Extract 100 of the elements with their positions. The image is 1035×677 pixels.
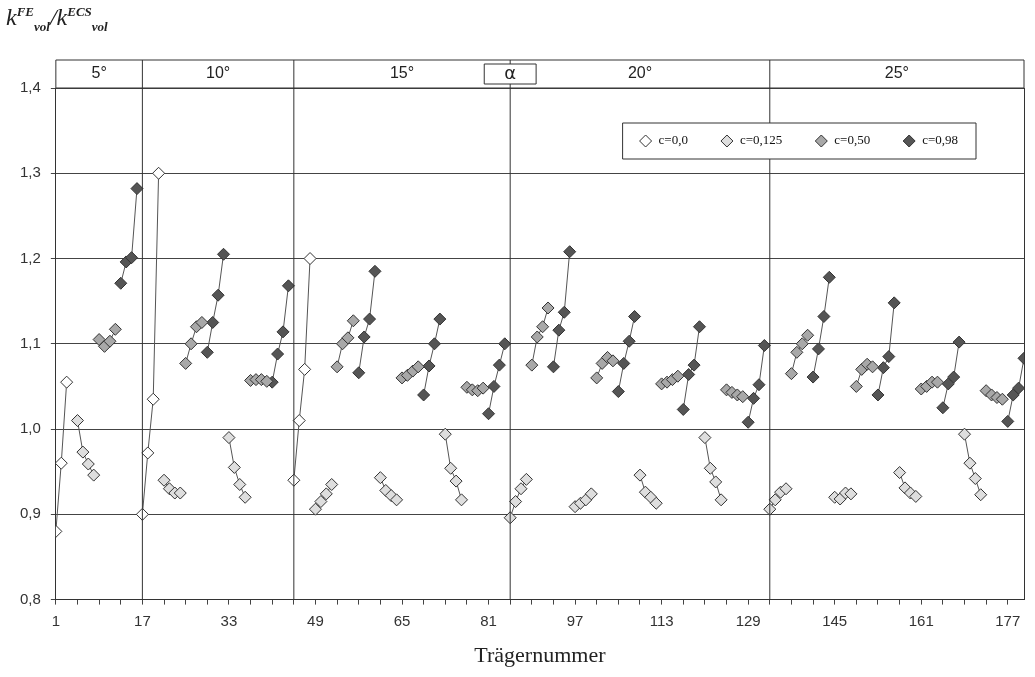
point: [995, 392, 1009, 406]
point: [525, 358, 539, 372]
point: [633, 468, 647, 482]
point: [871, 388, 885, 402]
point: [557, 305, 571, 319]
point: [352, 366, 366, 380]
point: [930, 375, 944, 389]
point: [438, 427, 452, 441]
point: [411, 360, 425, 374]
point: [206, 315, 220, 329]
point: [595, 356, 609, 370]
point: [433, 312, 447, 326]
point: [217, 247, 231, 261]
text: 20°: [627, 64, 653, 82]
y-tick-label: 1,3: [19, 163, 41, 181]
point: [103, 334, 117, 348]
point: [498, 337, 512, 351]
point: [222, 431, 236, 445]
point: [736, 390, 750, 404]
point: [909, 489, 923, 503]
point: [698, 431, 712, 445]
point: [606, 354, 620, 368]
point: [849, 379, 863, 393]
y-tick-label: 1,1: [19, 333, 41, 351]
point: [671, 369, 685, 383]
point: [492, 358, 506, 372]
point: [952, 335, 966, 349]
point: [271, 347, 285, 361]
y-tick-label: 0,8: [19, 589, 41, 607]
point: [276, 325, 290, 339]
point: [784, 367, 798, 381]
point: [482, 407, 496, 421]
point: [747, 391, 761, 405]
point: [427, 337, 441, 351]
point: [1012, 381, 1024, 395]
point: [173, 486, 187, 500]
point: [70, 414, 84, 428]
point: [1006, 388, 1020, 402]
point: [455, 493, 468, 507]
point: [417, 388, 431, 402]
point: [974, 488, 988, 502]
point: [87, 468, 101, 482]
point: [552, 323, 566, 337]
point: [519, 472, 533, 486]
text: 25°: [884, 64, 909, 82]
point: [227, 460, 241, 474]
legend-label: c=0,0: [658, 132, 688, 148]
point: [822, 270, 836, 284]
y-tick-label: 1,4: [19, 78, 41, 96]
text: 15°: [389, 64, 415, 82]
point: [179, 356, 193, 370]
point: [422, 359, 436, 373]
point: [146, 392, 160, 406]
x-tick-label: 161: [908, 611, 934, 629]
point: [617, 356, 631, 370]
x-tick-label: 145: [822, 611, 848, 629]
point: [211, 288, 225, 302]
legend-label: c=0,125: [739, 132, 783, 148]
point: [936, 401, 950, 415]
x-tick-label: 49: [307, 611, 324, 629]
point: [882, 350, 896, 364]
y-tick-label: 0,9: [19, 504, 41, 522]
point: [373, 471, 387, 485]
point: [590, 371, 604, 385]
point: [363, 312, 377, 326]
point: [130, 182, 144, 196]
x-tick-label: 81: [480, 611, 497, 629]
point: [584, 487, 598, 501]
x-tick-label: 177: [995, 611, 1021, 629]
x-axis-title: Trägernummer: [474, 641, 607, 667]
x-tick-label: 97: [566, 611, 584, 629]
x-tick-label: 17: [134, 611, 151, 629]
point: [876, 361, 890, 375]
point: [346, 314, 360, 328]
point: [336, 337, 350, 351]
point: [476, 381, 490, 395]
point: [714, 493, 728, 507]
point: [81, 457, 95, 471]
x-tick-label: 33: [220, 611, 238, 629]
point: [341, 331, 355, 345]
point: [509, 495, 523, 509]
point: [801, 328, 815, 342]
point: [281, 279, 295, 293]
point: [449, 474, 463, 488]
point: [444, 461, 458, 475]
point: [692, 320, 706, 334]
point: [649, 496, 663, 510]
point: [563, 245, 577, 259]
point: [790, 345, 804, 359]
point: [60, 375, 74, 389]
point: [390, 493, 404, 507]
point: [141, 446, 155, 460]
point: [114, 276, 128, 290]
x-tick-label: 113: [649, 611, 674, 629]
point: [779, 482, 793, 496]
text: 5°: [91, 64, 107, 82]
point: [622, 334, 636, 348]
point: [757, 339, 771, 353]
point: [887, 296, 901, 310]
point: [546, 360, 560, 374]
